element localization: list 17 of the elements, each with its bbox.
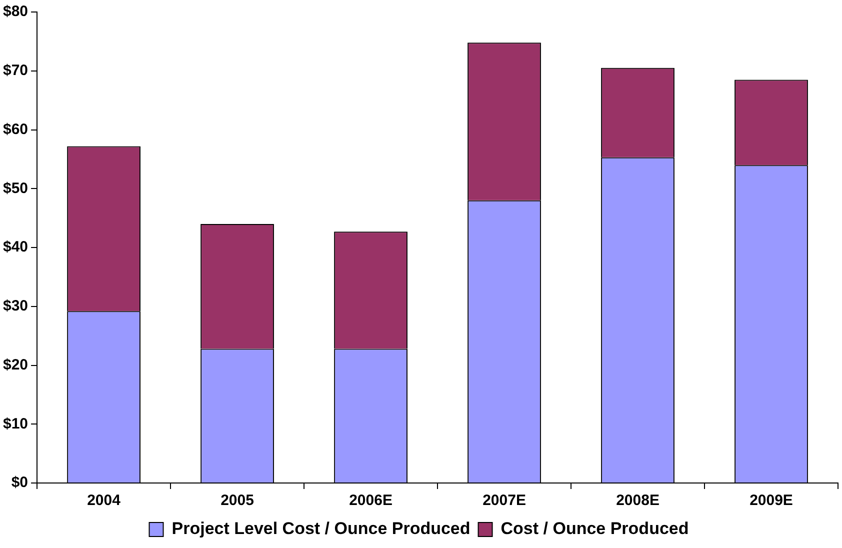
x-tick-label: 2009E — [750, 492, 793, 510]
y-tick-label: $60 — [2, 120, 28, 138]
y-tick-label: $30 — [2, 298, 28, 315]
legend-label: Cost / Ounce Produced — [500, 519, 689, 538]
y-tick-label: $80 — [2, 3, 28, 20]
y-tick-label: $20 — [2, 356, 28, 374]
y-tick-label: $70 — [2, 62, 28, 80]
y-tick-label: $0 — [11, 474, 28, 492]
y-tick-label: $40 — [2, 238, 28, 256]
legend-label: Project Level Cost / Ounce Produced — [172, 519, 470, 538]
y-tick-label: $50 — [2, 180, 28, 197]
x-tick-label: 2004 — [87, 492, 122, 510]
x-tick-label: 2006E — [349, 492, 392, 510]
x-tick-label: 2005 — [220, 492, 254, 510]
x-tick-label: 2007E — [482, 492, 526, 510]
y-tick-label: $10 — [2, 415, 28, 432]
x-tick-label: 2008E — [616, 492, 660, 510]
